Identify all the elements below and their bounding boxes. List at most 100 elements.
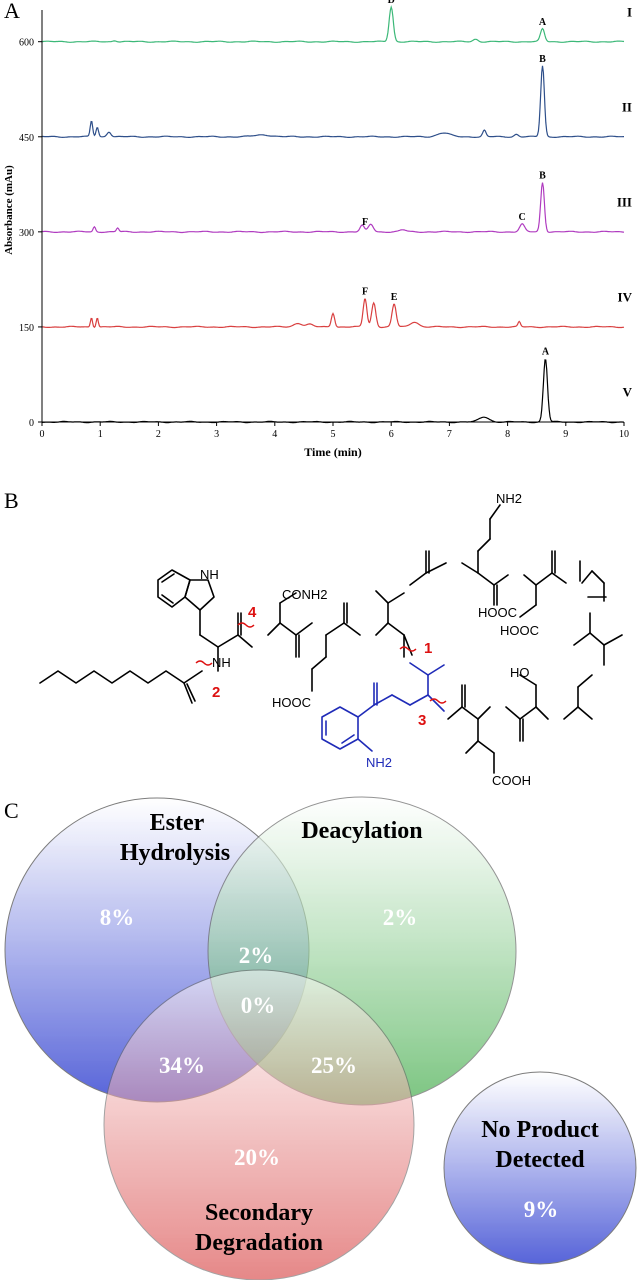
no-product-title-1: No Product xyxy=(481,1117,599,1143)
asp2-2 xyxy=(535,572,553,586)
series-name-IV: IV xyxy=(618,290,633,305)
acyl-carbonyl xyxy=(183,682,193,704)
thr-cn xyxy=(387,592,405,604)
asp-cn xyxy=(343,622,361,636)
x-tick-label: 1 xyxy=(98,429,103,440)
deacylation-value: 2% xyxy=(383,905,418,930)
peak-label-F: F xyxy=(362,286,368,297)
kyn-cb xyxy=(391,694,411,706)
plot-area: I D A II B III F C B IV F E V A xyxy=(41,0,633,424)
x-axis-label: Time (min) xyxy=(304,445,361,459)
thr-co xyxy=(375,590,389,604)
asp2-side2 xyxy=(519,604,537,618)
panel-label-b: B xyxy=(4,488,19,513)
acyl-bond xyxy=(183,670,203,684)
cleavage-mark-2 xyxy=(195,660,213,666)
gly2-co xyxy=(577,706,593,720)
trp-side xyxy=(199,634,219,648)
cleavage-marks xyxy=(195,622,447,704)
orn-nh2-label: NH2 xyxy=(496,491,522,506)
indole-5ring xyxy=(184,579,215,611)
trp-cn xyxy=(237,634,253,648)
dasp-co xyxy=(603,634,623,646)
dasp-2 xyxy=(589,632,605,646)
group-labels: NH NH CONH2 HOOC HOOC HOOC HO COOH NH2 N… xyxy=(200,491,539,788)
asn-1 xyxy=(267,622,281,636)
orn-side2 xyxy=(477,538,491,552)
peak-label-E: E xyxy=(391,292,398,303)
series-name-III: III xyxy=(617,194,632,209)
gly2-cn xyxy=(563,706,579,720)
deacyl-secondary-overlap-value: 25% xyxy=(311,1053,357,1078)
x-tick-label: 9 xyxy=(563,429,568,440)
series-name-V: V xyxy=(623,385,633,400)
hooc-label-3: HOOC xyxy=(500,623,539,638)
series-line-III xyxy=(41,182,625,234)
kyn-nh2-bond xyxy=(357,738,373,752)
ser-cn xyxy=(505,706,521,720)
glu-side2 xyxy=(477,740,495,754)
orn-2 xyxy=(477,572,495,586)
ester-hydrolysis-title-2: Hydrolysis xyxy=(120,840,230,866)
cleavage-site-4: 4 xyxy=(248,604,257,621)
peak-label-A: A xyxy=(542,347,550,358)
ho-label: HO xyxy=(510,665,530,680)
gly-1 xyxy=(409,572,427,586)
panel-label-c: C xyxy=(4,798,19,823)
hooc-label-2: HOOC xyxy=(478,605,517,620)
x-tick-label: 6 xyxy=(389,429,394,440)
glu-1 xyxy=(477,706,491,720)
glu-2 xyxy=(461,706,479,720)
indole-6ring xyxy=(157,569,191,608)
y-tick-label: 450 xyxy=(19,133,34,144)
cleavage-mark-3 xyxy=(429,698,447,704)
cleavage-mark-1 xyxy=(399,646,417,652)
ala-2 xyxy=(591,570,605,584)
asn-side2 xyxy=(279,592,297,604)
asp-side xyxy=(311,656,327,670)
asn-cn xyxy=(295,622,313,636)
peak-label-C: C xyxy=(519,212,526,223)
secondary-degradation-title-2: Degradation xyxy=(195,1230,323,1256)
asp2-1 xyxy=(523,574,537,586)
x-tick-label: 5 xyxy=(331,429,336,440)
dasp-side xyxy=(573,632,591,646)
cooh-label: COOH xyxy=(492,773,531,788)
kyn-ca xyxy=(409,694,429,706)
kyn-cn xyxy=(427,694,445,712)
no-product-title-2: Detected xyxy=(495,1147,585,1173)
ester-hydrolysis-title-1: Ester xyxy=(150,810,205,836)
axes: 0 1 2 3 4 5 6 7 8 9 10 0 150 300 450 600 xyxy=(19,10,629,440)
asn-2 xyxy=(279,622,297,636)
series-name-II: II xyxy=(622,99,632,114)
glu-me xyxy=(465,740,479,754)
indole-db2 xyxy=(161,594,174,604)
ser-2 xyxy=(519,706,537,720)
x-tick-label: 0 xyxy=(40,429,45,440)
conh2-label: CONH2 xyxy=(282,587,328,602)
secondary-degradation-circle xyxy=(103,969,415,1280)
x-tick-label: 3 xyxy=(214,429,219,440)
peak-label-D: D xyxy=(388,0,395,6)
thr-me xyxy=(387,622,405,636)
kynurenine-bonds xyxy=(321,662,445,752)
series-name-I: I xyxy=(627,4,632,19)
all-three-overlap-value: 0% xyxy=(241,993,276,1018)
asp2-cn xyxy=(551,572,567,584)
kyn-co-o xyxy=(427,664,445,676)
kyn-nh2-label: NH2 xyxy=(366,755,392,770)
no-product-circle xyxy=(443,1071,637,1265)
x-tick-label: 4 xyxy=(272,429,277,440)
y-tick-label: 600 xyxy=(19,38,34,49)
ester-deacyl-overlap-value: 2% xyxy=(239,943,274,968)
y-tick-label: 300 xyxy=(19,228,34,239)
x-tick-label: 2 xyxy=(156,429,161,440)
ala-1 xyxy=(581,570,593,584)
acyl-carbonyl-double xyxy=(186,683,196,702)
series-line-I xyxy=(41,4,625,43)
gly-cn xyxy=(425,562,447,574)
ester-hydrolysis-value: 8% xyxy=(100,905,135,930)
indole-db1 xyxy=(161,573,175,583)
ser-1 xyxy=(535,706,549,720)
secondary-degradation-title-1: Secondary xyxy=(205,1200,313,1226)
